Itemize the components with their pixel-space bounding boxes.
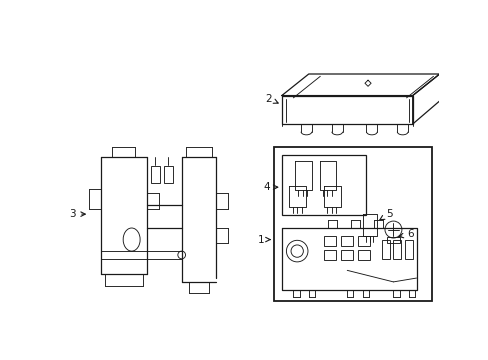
Bar xyxy=(341,236,353,247)
Bar xyxy=(341,249,353,260)
Bar xyxy=(163,166,173,183)
Bar xyxy=(393,239,400,259)
Text: 2: 2 xyxy=(264,94,278,104)
Bar xyxy=(281,155,366,215)
Bar xyxy=(357,236,369,247)
Bar xyxy=(274,147,431,301)
Bar xyxy=(151,166,160,183)
Text: 5: 5 xyxy=(379,209,391,220)
Text: 6: 6 xyxy=(398,229,413,239)
Bar xyxy=(357,249,369,260)
Text: 4: 4 xyxy=(263,182,277,192)
Bar xyxy=(381,239,389,259)
Text: 3: 3 xyxy=(69,209,85,219)
Bar xyxy=(324,249,336,260)
Bar xyxy=(404,239,412,259)
Bar xyxy=(324,236,336,247)
Bar xyxy=(386,237,399,243)
Text: 1: 1 xyxy=(257,235,270,244)
